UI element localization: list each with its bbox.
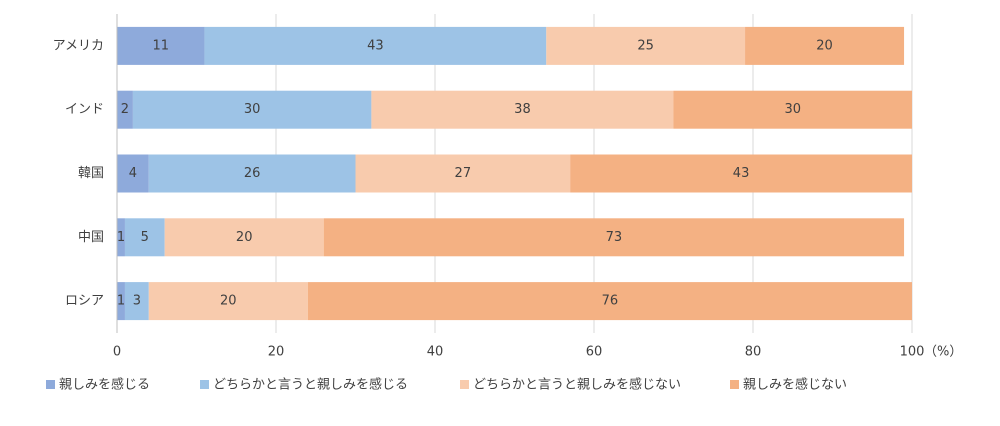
bar-segment — [355, 154, 571, 193]
bar-segment — [164, 218, 324, 257]
x-tick-label: 80 — [745, 345, 762, 360]
data-label: 25 — [637, 38, 654, 53]
bar-segment — [745, 26, 905, 65]
bar-segment — [124, 282, 149, 321]
data-label: 73 — [606, 230, 623, 245]
y-tick-label: ロシア — [65, 294, 104, 309]
y-tick-label: アメリカ — [53, 38, 104, 53]
y-tick-label: 中国 — [78, 230, 104, 245]
data-label: 76 — [602, 294, 619, 309]
data-label: 20 — [236, 230, 253, 245]
y-tick-label: 韓国 — [78, 166, 104, 181]
data-label: 4 — [129, 166, 137, 181]
bar-segment — [117, 282, 125, 321]
legend-swatch — [460, 380, 469, 389]
bar-segment — [117, 90, 133, 129]
data-label: 38 — [514, 102, 531, 117]
data-label: 20 — [816, 38, 833, 53]
bar-segment — [546, 26, 746, 65]
legend-label: どちらかと言うと親しみを感じる — [213, 377, 408, 393]
bar-segment — [132, 90, 372, 129]
x-tick-label: 0 — [113, 345, 121, 360]
bar-segment — [570, 154, 912, 193]
x-tick-label: 40 — [427, 345, 444, 360]
bar-segment — [117, 26, 205, 65]
legend-label: どちらかと言うと親しみを感じない — [473, 377, 681, 393]
x-tick-label: 60 — [586, 345, 603, 360]
data-label: 20 — [220, 294, 237, 309]
x-unit: （%） — [924, 345, 962, 360]
bar-segment — [117, 154, 149, 193]
legend-label: 親しみを感じない — [743, 377, 847, 393]
data-label: 11 — [152, 38, 169, 53]
bar-segment — [307, 282, 912, 321]
bar-segment — [148, 282, 308, 321]
data-label: 27 — [455, 166, 472, 181]
x-tick-label: 20 — [268, 345, 285, 360]
data-label: 1 — [117, 294, 125, 309]
data-label: 43 — [733, 166, 750, 181]
data-label: 5 — [141, 230, 149, 245]
legend-swatch — [730, 380, 739, 389]
data-label: 30 — [784, 102, 801, 117]
legend-swatch — [46, 380, 55, 389]
data-label: 1 — [117, 230, 125, 245]
bar-segment — [204, 26, 547, 65]
bar-segment — [371, 90, 674, 129]
bar-segment — [323, 218, 905, 257]
bar-segment — [673, 90, 912, 129]
bar-segment — [148, 154, 356, 193]
legend-label: 親しみを感じる — [59, 377, 150, 393]
bar-segment — [117, 218, 125, 257]
data-label: 3 — [133, 294, 141, 309]
data-label: 26 — [244, 166, 261, 181]
data-label: 43 — [367, 38, 384, 53]
legend-swatch — [200, 380, 209, 389]
data-label: 30 — [244, 102, 261, 117]
data-label: 2 — [121, 102, 129, 117]
x-tick-label: 100 — [900, 345, 925, 360]
y-tick-label: インド — [65, 102, 104, 117]
bar-segment — [124, 218, 165, 257]
